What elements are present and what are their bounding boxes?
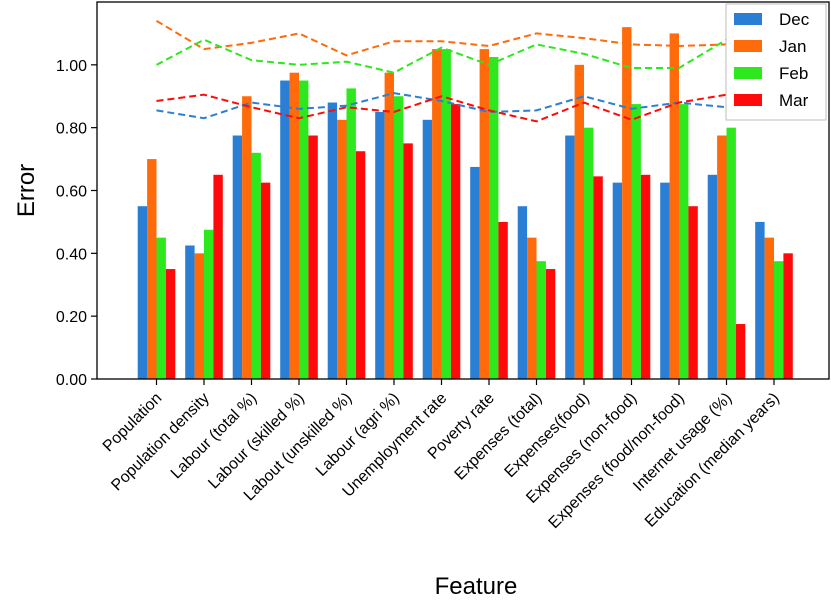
- bar-feb-9: [584, 127, 594, 379]
- bar-feb-7: [489, 56, 499, 379]
- bar-dec-10: [612, 182, 623, 379]
- bar-jan-9: [574, 64, 584, 379]
- bar-mar-10: [640, 174, 651, 379]
- trend-lines-layer: [155, 19, 775, 123]
- y-tick-label: 0.40: [56, 246, 87, 263]
- x-axis-title: Feature: [435, 573, 518, 600]
- bar-dec-4: [327, 102, 338, 379]
- y-tick-label: 0.20: [56, 309, 87, 326]
- bar-dec-11: [660, 182, 670, 379]
- bar-dec-3: [280, 80, 290, 379]
- bar-jan-3: [289, 72, 299, 379]
- bar-dec-6: [422, 119, 433, 379]
- x-tick-label: Expenses(food): [502, 390, 593, 481]
- bar-dec-1: [185, 245, 195, 379]
- legend-label-dec: Dec: [779, 10, 810, 29]
- bar-dec-13: [755, 221, 765, 379]
- x-tick-label: Expenses (total): [452, 390, 546, 484]
- bar-mar-0: [165, 269, 176, 379]
- bar-jan-4: [337, 119, 347, 379]
- legend-label-mar: Mar: [779, 91, 809, 110]
- y-axis-ticks: 0.00 0.20 0.40 0.60 0.80 1.00: [56, 58, 97, 389]
- bar-feb-6: [441, 49, 451, 380]
- bar-jan-6: [432, 49, 442, 380]
- bar-jan-8: [527, 237, 537, 380]
- bar-feb-4: [346, 88, 356, 380]
- y-tick-label: 1.00: [56, 58, 87, 75]
- bar-dec-12: [707, 174, 718, 379]
- y-tick-label: 0.60: [56, 184, 87, 201]
- bar-feb-10: [631, 104, 641, 379]
- bar-feb-0: [156, 237, 166, 380]
- bar-dec-5: [375, 111, 385, 380]
- legend: Dec Jan Feb Mar: [725, 3, 827, 121]
- legend-swatch-jan: [734, 40, 762, 52]
- bar-dec-0: [137, 206, 148, 379]
- bar-feb-8: [536, 261, 546, 379]
- bar-dec-9: [565, 135, 575, 379]
- bar-jan-5: [384, 72, 394, 379]
- bar-jan-2: [242, 96, 252, 379]
- y-axis-title: Error: [13, 164, 40, 217]
- bar-jan-0: [147, 159, 157, 379]
- bar-mar-13: [783, 253, 793, 379]
- bar-mar-4: [355, 151, 366, 379]
- bar-mar-2: [260, 182, 271, 379]
- bars-layer: [137, 27, 793, 380]
- bar-jan-7: [479, 49, 489, 380]
- bar-feb-2: [251, 152, 261, 379]
- bar-jan-12: [717, 135, 727, 379]
- bar-dec-7: [470, 166, 480, 379]
- legend-swatch-mar: [734, 94, 762, 106]
- bar-feb-3: [299, 80, 309, 379]
- legend-label-feb: Feb: [779, 64, 808, 83]
- legend-swatch-dec: [734, 13, 762, 25]
- bar-mar-5: [403, 143, 413, 380]
- bar-feb-12: [726, 127, 736, 379]
- legend-swatch-feb: [734, 67, 762, 79]
- bar-mar-9: [593, 176, 603, 379]
- bar-feb-11: [679, 104, 689, 379]
- bar-jan-1: [194, 253, 204, 379]
- bar-jan-10: [622, 27, 632, 379]
- legend-label-jan: Jan: [779, 37, 806, 56]
- bar-mar-3: [308, 135, 318, 379]
- bar-jan-13: [764, 237, 774, 380]
- y-tick-label: 0.00: [56, 372, 87, 389]
- bar-dec-8: [517, 206, 528, 379]
- bar-feb-13: [774, 261, 784, 379]
- bar-mar-7: [498, 221, 508, 379]
- x-tick-label: Labour (agri %): [313, 390, 403, 480]
- trend-line-mar: [156, 93, 775, 123]
- bar-mar-12: [735, 324, 746, 379]
- bar-mar-1: [213, 174, 223, 379]
- bar-mar-8: [545, 269, 556, 379]
- y-tick-label: 0.80: [56, 121, 87, 138]
- trend-line-feb: [156, 38, 775, 74]
- bar-feb-1: [204, 229, 214, 379]
- bar-mar-11: [688, 206, 698, 379]
- bar-mar-6: [450, 104, 461, 379]
- trend-line-jan: [155, 19, 775, 57]
- x-tick-label: Labour (total %): [168, 390, 261, 483]
- bar-dec-2: [232, 135, 243, 379]
- bar-jan-11: [669, 33, 679, 380]
- bar-feb-5: [394, 96, 404, 379]
